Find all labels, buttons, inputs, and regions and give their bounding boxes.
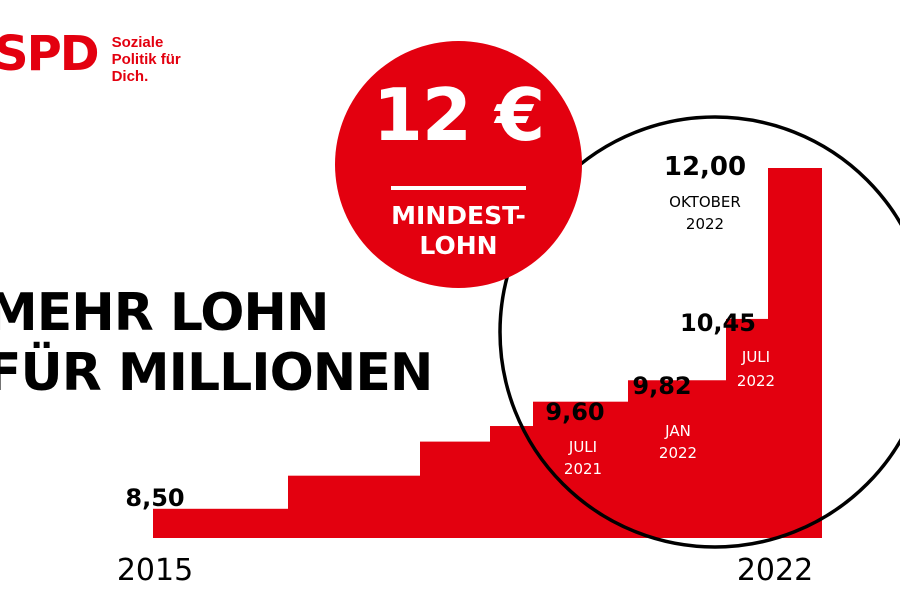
magnifier-circle — [498, 115, 900, 549]
value-label-9-60: 9,60 — [545, 398, 604, 426]
value-label-8-50: 8,50 — [125, 484, 184, 512]
spd-logo: SPD Soziale Politik für Dich. — [0, 30, 181, 85]
bar-step-8 — [768, 168, 822, 538]
headline-line-2: FÜR MILLIONEN — [0, 343, 433, 403]
x-label-start: 2015 — [117, 553, 193, 588]
badge-value: 12 € — [372, 73, 545, 157]
date-label-juli-2022-month: JULI — [741, 348, 770, 366]
headline: MEHR LOHN FÜR MILLIONEN — [0, 283, 433, 403]
minimum-wage-badge: 12 € MINDEST- LOHN — [335, 41, 582, 288]
bar-step-7 — [726, 318, 768, 538]
date-label-juli-2022-year: 2022 — [737, 372, 775, 390]
badge-subtitle: MINDEST- LOHN — [391, 201, 526, 260]
badge-divider — [391, 186, 526, 190]
date-label-oktober-2022-year: 2022 — [686, 215, 724, 233]
date-label-juli-2021-month: JULI — [568, 438, 597, 456]
date-label-oktober-2022-month: OKTOBER — [669, 193, 741, 211]
headline-line-1: MEHR LOHN — [0, 283, 329, 343]
claim-text: Soziale Politik für Dich. — [111, 34, 181, 85]
bar-step-3 — [420, 441, 490, 538]
value-label-12-00: 12,00 — [664, 152, 746, 182]
value-label-10-45: 10,45 — [680, 309, 756, 337]
bar-step-4 — [490, 426, 533, 538]
value-label-9-82: 9,82 — [632, 372, 691, 400]
bars-group — [153, 168, 822, 538]
x-label-end: 2022 — [737, 553, 813, 588]
logo-wordmark: SPD — [0, 26, 100, 82]
date-label-juli-2021-year: 2021 — [564, 460, 602, 478]
date-label-jan-2022-year: 2022 — [659, 444, 697, 462]
value-labels-group: 8,50 9,60 JULI 2021 9,82 JAN 2022 10,45 JULI 2022… — [125, 152, 775, 512]
logo-claim: Soziale Politik für Dich. — [112, 34, 181, 85]
bar-step-2 — [288, 475, 420, 538]
date-label-jan-2022-month: JAN — [664, 422, 691, 440]
bar-step-6 — [628, 380, 726, 538]
bar-step-1 — [153, 508, 288, 538]
